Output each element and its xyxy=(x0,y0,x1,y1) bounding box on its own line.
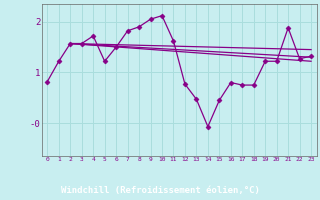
Text: Windchill (Refroidissement éolien,°C): Windchill (Refroidissement éolien,°C) xyxy=(60,186,260,195)
